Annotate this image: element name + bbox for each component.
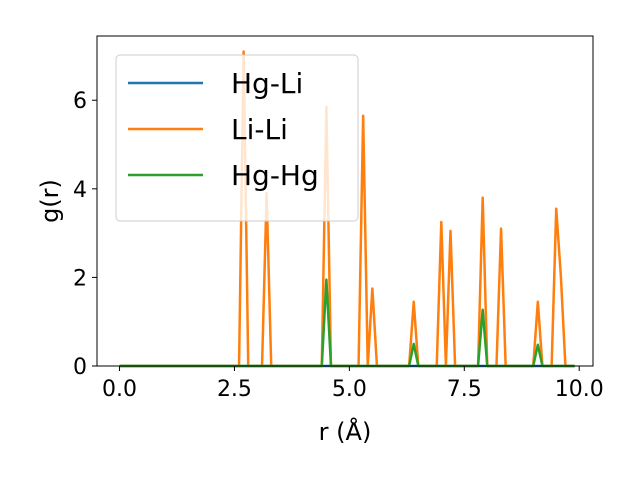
legend-label-li-li: Li-Li (231, 113, 288, 146)
y-tick-label: 4 (73, 178, 87, 203)
x-tick-label: 10.0 (555, 377, 604, 402)
x-tick-label: 7.5 (447, 377, 482, 402)
legend-box (115, 54, 359, 222)
plot-frame (96, 35, 594, 367)
y-axis-label: g(r) (36, 179, 64, 223)
x-tick-label: 0.0 (102, 377, 137, 402)
legend-entries: Hg-Li Li-Li Hg-Hg (128, 67, 319, 192)
x-axis-label: r (Å) (319, 417, 372, 446)
x-tick-label: 2.5 (217, 377, 252, 402)
legend: Hg-Li Li-Li Hg-Hg (115, 54, 359, 222)
y-tick-label: 6 (73, 89, 87, 114)
x-axis-ticks: 0.0 2.5 5.0 7.5 10.0 (102, 366, 604, 402)
y-tick-label: 0 (73, 355, 87, 380)
y-tick-label: 2 (73, 266, 87, 291)
x-tick-label: 5.0 (332, 377, 367, 402)
legend-label-hg-hg: Hg-Hg (231, 159, 319, 192)
y-axis-ticks: 0 2 4 6 (73, 89, 97, 380)
legend-label-hg-li: Hg-Li (231, 67, 303, 100)
